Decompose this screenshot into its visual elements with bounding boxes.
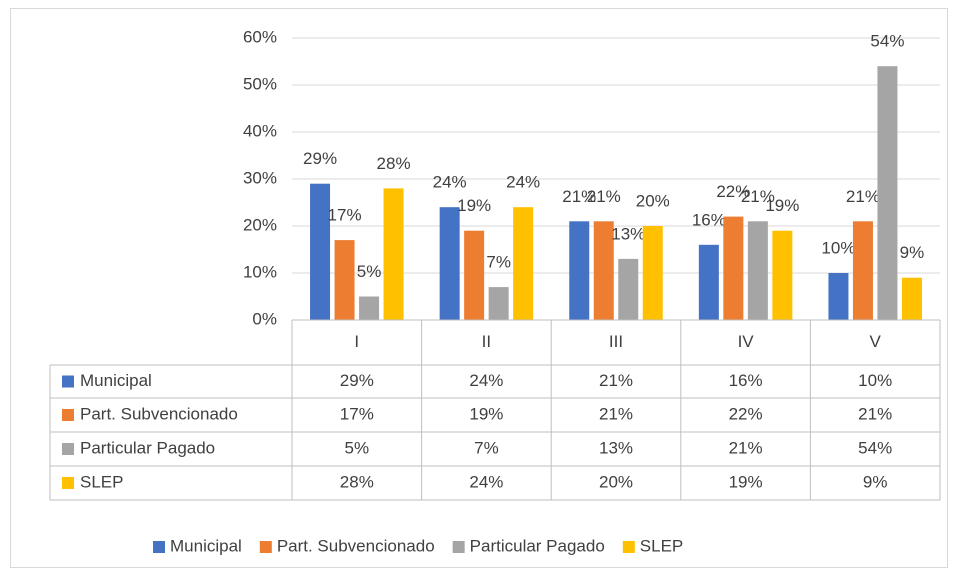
bar bbox=[310, 183, 331, 320]
legend-key bbox=[153, 541, 165, 553]
data-label: 22% bbox=[716, 182, 750, 201]
data-label: 9% bbox=[900, 243, 925, 262]
data-label: 21% bbox=[562, 187, 596, 206]
x-tick-label: I bbox=[354, 332, 359, 351]
bar bbox=[464, 230, 485, 320]
legend-key bbox=[452, 541, 465, 553]
data-label: 21% bbox=[846, 187, 880, 206]
y-tick-label: 30% bbox=[243, 168, 277, 187]
data-label: 29% bbox=[303, 149, 337, 168]
bar bbox=[439, 207, 460, 320]
table-cell: 22% bbox=[729, 404, 763, 423]
legend-key bbox=[62, 409, 74, 421]
table-cell: 19% bbox=[729, 472, 763, 491]
bar bbox=[569, 221, 590, 320]
legend-key bbox=[62, 375, 74, 388]
y-tick-label: 0% bbox=[252, 309, 277, 328]
table-cell: 21% bbox=[599, 404, 633, 423]
bar bbox=[723, 216, 744, 320]
data-label: 24% bbox=[506, 173, 540, 192]
bar bbox=[593, 221, 614, 320]
data-label: 20% bbox=[636, 191, 670, 210]
data-label: 21% bbox=[587, 187, 621, 206]
table-cell: 7% bbox=[474, 438, 499, 457]
data-label: 24% bbox=[433, 173, 467, 192]
table-cell: 9% bbox=[863, 472, 888, 491]
table-cell: 20% bbox=[599, 472, 633, 491]
bar bbox=[334, 240, 355, 320]
data-label: 5% bbox=[357, 262, 382, 281]
bar bbox=[359, 296, 380, 320]
table-cell: 24% bbox=[469, 472, 503, 491]
legend-key bbox=[62, 443, 74, 455]
bar bbox=[618, 258, 639, 320]
row-label: Municipal bbox=[80, 371, 152, 390]
y-tick-label: 40% bbox=[243, 121, 277, 140]
bar bbox=[747, 221, 768, 320]
bar bbox=[828, 273, 849, 320]
table-cell: 19% bbox=[469, 404, 503, 423]
table-cell: 21% bbox=[858, 404, 892, 423]
bar bbox=[383, 188, 404, 320]
table-cell: 13% bbox=[599, 438, 633, 457]
y-tick-label: 20% bbox=[243, 215, 277, 234]
data-label: 19% bbox=[765, 196, 799, 215]
bar bbox=[901, 277, 922, 320]
x-tick-label: III bbox=[609, 332, 623, 351]
data-label: 54% bbox=[870, 32, 904, 51]
table-cell: 16% bbox=[729, 371, 763, 390]
x-tick-label: II bbox=[482, 332, 491, 351]
data-label: 7% bbox=[486, 253, 511, 272]
bar bbox=[698, 244, 719, 320]
table-cell: 29% bbox=[340, 371, 374, 390]
table-cell: 10% bbox=[858, 371, 892, 390]
bar bbox=[772, 230, 793, 320]
row-label: Particular Pagado bbox=[80, 438, 215, 457]
data-label: 17% bbox=[328, 206, 362, 225]
x-tick-label: IV bbox=[738, 332, 755, 351]
table-cell: 5% bbox=[345, 438, 370, 457]
bar bbox=[488, 287, 509, 320]
table-cell: 24% bbox=[469, 371, 503, 390]
table-cell: 54% bbox=[858, 438, 892, 457]
data-label: 21% bbox=[741, 187, 775, 206]
row-label: Part. Subvencionado bbox=[80, 404, 238, 423]
legend-label: Part. Subvencionado bbox=[277, 536, 435, 555]
data-label: 19% bbox=[457, 196, 491, 215]
y-tick-label: 50% bbox=[243, 74, 277, 93]
legend-key bbox=[62, 477, 74, 489]
data-label: 13% bbox=[611, 224, 645, 243]
y-tick-label: 60% bbox=[243, 27, 277, 46]
data-label: 28% bbox=[377, 154, 411, 173]
legend-label: Particular Pagado bbox=[470, 536, 605, 555]
bar bbox=[513, 207, 534, 320]
row-label: SLEP bbox=[80, 472, 123, 491]
y-tick-label: 10% bbox=[243, 262, 277, 281]
x-tick-label: V bbox=[870, 332, 882, 351]
legend-key bbox=[622, 541, 635, 553]
bar bbox=[877, 66, 898, 320]
legend-label: SLEP bbox=[640, 536, 683, 555]
data-label: 16% bbox=[692, 210, 726, 229]
table-cell: 21% bbox=[729, 438, 763, 457]
table-cell: 17% bbox=[340, 404, 374, 423]
legend-label: Municipal bbox=[170, 536, 242, 555]
legend-key bbox=[259, 541, 272, 553]
bar bbox=[852, 221, 873, 320]
data-label: 10% bbox=[821, 238, 855, 257]
table-cell: 21% bbox=[599, 371, 633, 390]
table-cell: 28% bbox=[340, 472, 374, 491]
bar bbox=[642, 226, 663, 320]
